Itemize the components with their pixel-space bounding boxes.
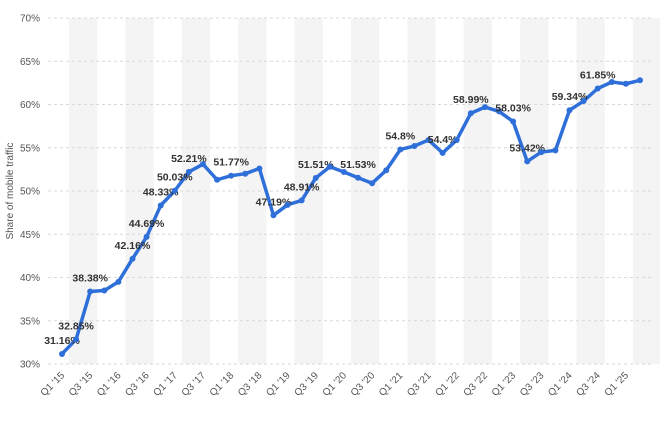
data-label: 61.85%: [580, 69, 616, 81]
data-point: [510, 118, 517, 125]
data-point: [369, 180, 376, 187]
data-point: [129, 255, 136, 262]
data-label: 54.8%: [385, 130, 415, 142]
data-label: 58.99%: [453, 94, 489, 106]
y-tick-label: 35%: [20, 316, 40, 327]
x-tick-label: Q3 '20: [349, 370, 378, 399]
data-label: 38.38%: [72, 273, 108, 285]
data-point: [397, 146, 404, 153]
y-tick-label: 45%: [20, 230, 40, 241]
data-point: [199, 161, 206, 168]
data-point: [566, 107, 573, 114]
data-point: [73, 336, 80, 343]
x-tick-label: Q3 '15: [67, 370, 96, 399]
x-tick-label: Q3 '24: [574, 370, 603, 399]
x-tick-label: Q1 '23: [490, 370, 519, 399]
data-point: [312, 174, 319, 181]
y-axis-title: Share of mobile traffic: [5, 142, 16, 239]
y-tick-label: 60%: [20, 100, 40, 111]
data-point: [481, 104, 488, 111]
data-point: [87, 288, 94, 295]
data-label: 50.03%: [157, 172, 193, 184]
data-point: [622, 80, 629, 87]
data-point: [242, 170, 249, 177]
data-point: [298, 197, 305, 204]
data-point: [496, 108, 503, 115]
x-tick-label: Q1 '16: [95, 370, 124, 399]
data-label: 59.34%: [552, 91, 588, 103]
x-tick-label: Q3 '19: [292, 370, 321, 399]
data-point: [524, 158, 531, 165]
data-label: 51.53%: [340, 159, 376, 171]
data-point: [594, 85, 601, 92]
y-tick-label: 65%: [20, 57, 40, 68]
data-point: [467, 110, 474, 117]
data-point: [326, 163, 333, 170]
data-point: [355, 174, 362, 181]
data-point: [185, 168, 192, 175]
x-tick-label: Q1 '20: [321, 370, 350, 399]
data-point: [340, 168, 347, 175]
data-label: 53.42%: [509, 142, 545, 154]
x-tick-label: Q3 '16: [123, 370, 152, 399]
x-tick-label: Q3 '18: [236, 370, 265, 399]
data-point: [270, 212, 277, 219]
data-label: 51.77%: [213, 157, 249, 169]
x-tick-label: Q3 '22: [462, 370, 491, 399]
data-label: 32.85%: [58, 320, 94, 332]
data-point: [228, 172, 235, 179]
y-tick-label: 30%: [20, 360, 40, 371]
x-tick-label: Q1 '25: [603, 370, 632, 399]
data-point: [552, 147, 559, 154]
data-point: [157, 202, 164, 209]
data-point: [608, 79, 615, 86]
data-point: [383, 167, 390, 174]
data-label: 48.91%: [284, 181, 320, 193]
y-tick-label: 50%: [20, 187, 40, 198]
x-tick-label: Q1 '21: [377, 370, 406, 399]
y-tick-label: 40%: [20, 273, 40, 284]
y-tick-label: 55%: [20, 143, 40, 154]
data-point: [256, 165, 263, 172]
data-point: [637, 77, 643, 84]
data-point: [411, 143, 418, 150]
x-tick-label: Q3 '23: [518, 370, 547, 399]
y-tick-label: 70%: [20, 14, 40, 25]
data-label: 47.19%: [256, 196, 292, 208]
data-point: [284, 201, 291, 208]
data-point: [580, 98, 587, 105]
data-label: 58.03%: [495, 103, 531, 115]
x-tick-label: Q1 '17: [152, 370, 181, 399]
x-tick-label: Q1 '18: [208, 370, 237, 399]
data-label: 31.16%: [44, 335, 80, 347]
data-label: 52.21%: [171, 153, 207, 165]
data-label: 44.69%: [129, 218, 165, 230]
data-point: [425, 136, 432, 143]
x-tick-label: Q3 '17: [180, 370, 209, 399]
data-point: [171, 187, 178, 194]
data-point: [59, 350, 65, 357]
data-label: 42.16%: [115, 240, 151, 252]
data-point: [439, 149, 446, 156]
x-tick-label: Q1 '19: [264, 370, 293, 399]
data-point: [453, 136, 460, 143]
data-label: 48.33%: [143, 186, 179, 198]
x-tick-label: Q1 '22: [433, 370, 462, 399]
data-point: [538, 149, 545, 156]
data-point: [115, 278, 122, 285]
data-label: 54.4%: [428, 134, 458, 146]
data-label: 51.51%: [298, 159, 334, 171]
x-tick-label: Q1 '24: [546, 370, 575, 399]
data-point: [101, 287, 108, 294]
data-point: [143, 233, 150, 240]
data-point: [214, 176, 221, 183]
x-tick-label: Q1 '15: [39, 370, 68, 399]
x-tick-label: Q3 '21: [405, 370, 434, 399]
